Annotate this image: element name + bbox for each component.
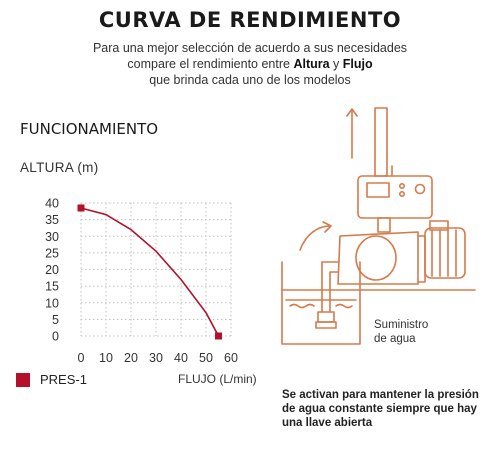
intro-line-2-a: compare el rendimiento entre (127, 57, 294, 71)
data-point (215, 332, 222, 340)
y-tick-label: 5 (52, 313, 59, 327)
y-tick-label: 0 (52, 330, 59, 344)
intro-line-1: Para una mejor selección de acuerdo a su… (92, 41, 408, 55)
y-tick-label: 40 (45, 197, 59, 211)
supply-label-line-1: Suministro (374, 319, 429, 331)
intro-keyword-altura: Altura (293, 57, 330, 71)
x-tick-label: 30 (149, 351, 163, 365)
series-line (80, 207, 220, 337)
legend-label: PRES-1 (40, 372, 87, 387)
x-axis-label: FLUJO (L/min) (178, 372, 257, 386)
water-tank (281, 261, 361, 345)
x-tick-label: 40 (174, 351, 188, 365)
pressure-controller (357, 175, 433, 219)
y-tick-label: 15 (45, 280, 59, 294)
intro-line-2-c: y (329, 57, 343, 71)
x-tick-label: 10 (99, 351, 113, 365)
x-tick-label: 50 (199, 351, 213, 365)
riser-pipe (374, 107, 388, 177)
info-note: Se activan para mantener la presión de a… (282, 389, 479, 429)
y-axis-label: ALTURA (m) (20, 160, 99, 175)
intro-text: Para una mejor selección de acuerdo a su… (70, 40, 430, 88)
legend: PRES-1 (16, 372, 87, 387)
x-tick-label: 60 (224, 351, 238, 365)
x-tick-label: 0 (78, 351, 85, 365)
intro-line-3: que brinda cada uno de los modelos (149, 73, 351, 87)
suction-pipe (321, 261, 339, 313)
pump-body (337, 231, 419, 285)
y-tick-label: 10 (45, 296, 59, 310)
legend-swatch (16, 372, 30, 387)
section-title: FUNCIONAMIENTO (20, 120, 159, 138)
intro-line-2: compare el rendimiento entre Altura y Fl… (70, 56, 430, 72)
y-tick-label: 20 (45, 263, 59, 277)
x-tick-label: 20 (124, 351, 138, 365)
page-title: CURVA DE RENDIMIENTO (98, 8, 402, 32)
supply-label: Suministro de agua (374, 318, 428, 346)
flow-arrow-icon (299, 225, 331, 251)
supply-label-line-2: de agua (374, 333, 416, 345)
y-tick-label: 35 (45, 213, 59, 227)
data-point (77, 204, 85, 212)
pump-motor (424, 227, 466, 279)
intro-keyword-flujo: Flujo (342, 57, 373, 71)
y-tick-label: 30 (45, 230, 59, 244)
y-tick-label: 25 (45, 246, 59, 260)
